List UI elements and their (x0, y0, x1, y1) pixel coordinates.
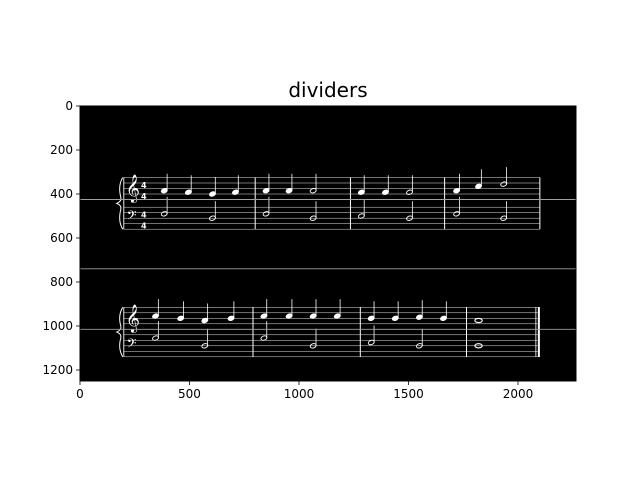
chart-title: dividers (288, 78, 367, 102)
y-tick-label: 400 (50, 187, 73, 201)
bass-time-signature-top: 4 (141, 211, 147, 220)
x-tick-label: 1000 (284, 387, 315, 401)
brace (115, 307, 124, 358)
y-tick-label: 600 (50, 231, 73, 245)
bass-clef-icon: 𝄢 (127, 336, 137, 354)
y-tick-label: 200 (50, 143, 73, 157)
axes: 0 500 1000 1500 2000 0 200 400 600 800 1000 1200 (42, 99, 577, 401)
y-tick-label: 800 (50, 275, 73, 289)
y-tick-label: 1000 (42, 319, 73, 333)
bass-clef-icon: 𝄢 (127, 208, 137, 226)
treble-time-signature-top: 4 (141, 181, 147, 190)
x-tick-label: 0 (76, 387, 84, 401)
final-barline-thick (537, 307, 540, 357)
brace (115, 177, 124, 230)
image-background (80, 106, 576, 381)
axes-frame (79, 105, 577, 382)
bass-time-signature-bottom: 4 (141, 222, 147, 231)
treble-whole-note (474, 317, 483, 324)
y-tick-label: 1200 (42, 363, 73, 377)
treble-time-signature-bottom: 4 (141, 192, 147, 201)
y-tick-label: 0 (65, 99, 73, 113)
treble-clef-icon: 𝄞 (126, 174, 140, 203)
x-tick-label: 2000 (503, 387, 534, 401)
system-1: 𝄞 𝄢 4 4 4 4 (115, 167, 541, 231)
x-tick-label: 1500 (393, 387, 424, 401)
x-tick-label: 500 (178, 387, 201, 401)
bass-whole-note (474, 343, 483, 349)
system-2: 𝄞𝄢 (115, 299, 540, 358)
treble-clef-icon: 𝄞 (126, 304, 140, 333)
